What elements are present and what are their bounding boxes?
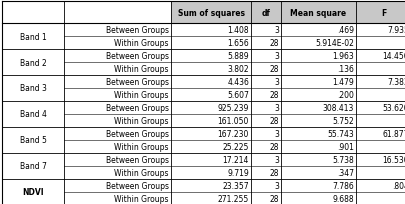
Text: 9.688: 9.688 (333, 194, 354, 203)
Text: 3: 3 (274, 26, 279, 35)
Text: .804: .804 (392, 181, 405, 190)
Text: Band 5: Band 5 (19, 136, 47, 145)
Text: 5.738: 5.738 (332, 155, 354, 164)
Text: 61.877: 61.877 (382, 129, 405, 138)
Text: Between Groups: Between Groups (106, 155, 169, 164)
Text: .469: .469 (337, 26, 354, 35)
Text: Within Groups: Within Groups (115, 91, 169, 100)
Text: 53.620: 53.620 (382, 103, 405, 112)
Bar (251, 2, 281, 24)
Text: Mean square: Mean square (290, 8, 347, 17)
Text: 3: 3 (274, 181, 279, 190)
Text: Within Groups: Within Groups (115, 142, 169, 151)
Text: 271.255: 271.255 (218, 194, 249, 203)
Text: 25.225: 25.225 (223, 142, 249, 151)
Text: 55.743: 55.743 (327, 129, 354, 138)
Text: 9.719: 9.719 (227, 168, 249, 177)
Text: 7.383: 7.383 (387, 78, 405, 86)
Text: 28: 28 (269, 142, 279, 151)
Text: Within Groups: Within Groups (115, 194, 169, 203)
Text: 28: 28 (269, 168, 279, 177)
Text: 28: 28 (269, 91, 279, 100)
Text: Band 3: Band 3 (19, 84, 47, 93)
Text: 28: 28 (269, 116, 279, 125)
Text: Between Groups: Between Groups (106, 181, 169, 190)
Text: 308.413: 308.413 (323, 103, 354, 112)
Text: Band 4: Band 4 (19, 110, 47, 119)
Text: 3: 3 (274, 78, 279, 86)
Text: Between Groups: Between Groups (106, 78, 169, 86)
Text: Between Groups: Between Groups (106, 52, 169, 61)
Text: NDVI: NDVI (22, 188, 44, 196)
Text: .901: .901 (337, 142, 354, 151)
Text: 17.214: 17.214 (223, 155, 249, 164)
Text: Between Groups: Between Groups (106, 103, 169, 112)
Text: F: F (381, 8, 386, 17)
Text: Between Groups: Between Groups (106, 129, 169, 138)
Text: 3: 3 (274, 52, 279, 61)
Bar (171, 2, 251, 24)
Text: 167.230: 167.230 (217, 129, 249, 138)
Text: 161.050: 161.050 (217, 116, 249, 125)
Text: 3: 3 (274, 155, 279, 164)
Text: .200: .200 (337, 91, 354, 100)
Text: 5.607: 5.607 (227, 91, 249, 100)
Text: 28: 28 (269, 39, 279, 48)
Text: 3: 3 (274, 129, 279, 138)
Text: 28: 28 (269, 194, 279, 203)
Text: 5.752: 5.752 (332, 116, 354, 125)
Text: 4.436: 4.436 (227, 78, 249, 86)
Text: 23.357: 23.357 (222, 181, 249, 190)
Text: Band 2: Band 2 (19, 58, 47, 67)
Text: 3.802: 3.802 (227, 65, 249, 74)
Text: Within Groups: Within Groups (115, 116, 169, 125)
Text: 28: 28 (269, 65, 279, 74)
Text: 7.786: 7.786 (332, 181, 354, 190)
Text: Band 1: Band 1 (19, 32, 47, 41)
Text: Sum of squares: Sum of squares (177, 8, 245, 17)
Text: 925.239: 925.239 (217, 103, 249, 112)
Text: .136: .136 (337, 65, 354, 74)
Text: 3: 3 (274, 103, 279, 112)
Text: df: df (262, 8, 271, 17)
Text: Between Groups: Between Groups (106, 26, 169, 35)
Text: 1.408: 1.408 (227, 26, 249, 35)
Text: Within Groups: Within Groups (115, 168, 169, 177)
Text: 5.889: 5.889 (227, 52, 249, 61)
Text: 14.456: 14.456 (382, 52, 405, 61)
Text: 1.656: 1.656 (227, 39, 249, 48)
Text: 5.914E-02: 5.914E-02 (315, 39, 354, 48)
Text: 16.530: 16.530 (382, 155, 405, 164)
Text: 7.935: 7.935 (387, 26, 405, 35)
Text: Within Groups: Within Groups (115, 39, 169, 48)
Bar (281, 2, 356, 24)
Bar (356, 2, 405, 24)
Text: Within Groups: Within Groups (115, 65, 169, 74)
Text: .347: .347 (337, 168, 354, 177)
Text: Band 7: Band 7 (19, 162, 47, 171)
Text: 1.479: 1.479 (332, 78, 354, 86)
Text: 1.963: 1.963 (332, 52, 354, 61)
